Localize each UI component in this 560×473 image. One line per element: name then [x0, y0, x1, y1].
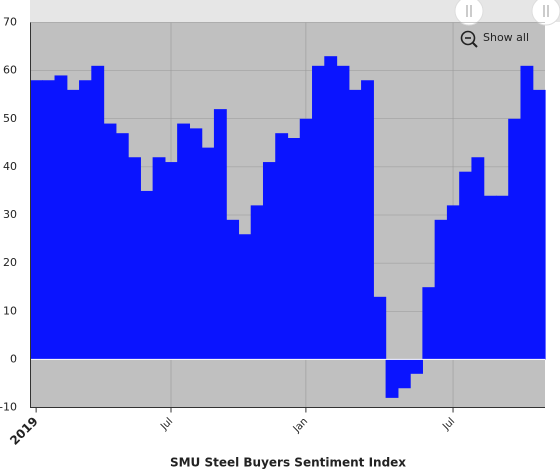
- step: [459, 171, 473, 360]
- step: [42, 80, 56, 360]
- step: [250, 205, 264, 360]
- zoom-bar: [30, 0, 560, 22]
- show-all-button[interactable]: Show all: [460, 30, 530, 48]
- y-tick-label: 30: [3, 208, 17, 221]
- step: [79, 80, 92, 360]
- y-tick-label: 10: [3, 304, 17, 317]
- step: [30, 80, 43, 360]
- y-tick-label: 20: [3, 256, 17, 269]
- step: [483, 195, 497, 360]
- y-tick-label: 50: [3, 112, 17, 125]
- y-tick-label: 40: [3, 160, 17, 173]
- step: [446, 205, 460, 360]
- step: [397, 359, 411, 389]
- step: [373, 296, 387, 360]
- x-tick-label: Jul: [440, 416, 457, 433]
- step: [471, 157, 485, 360]
- y-tick-label: 70: [3, 16, 17, 29]
- y-tick-label: 0: [10, 352, 17, 365]
- step: [238, 234, 252, 360]
- step: [385, 359, 399, 398]
- step: [201, 147, 215, 360]
- step: [213, 109, 227, 360]
- step: [410, 359, 423, 374]
- step: [336, 65, 350, 360]
- zoom-handle[interactable]: [454, 0, 484, 26]
- step: [262, 162, 276, 360]
- y-tick-label: -10: [0, 401, 17, 414]
- x-tick-label: 2019: [7, 414, 41, 448]
- step: [299, 118, 313, 360]
- step: [324, 56, 338, 360]
- step: [361, 80, 374, 360]
- step: [226, 219, 240, 360]
- x-tick-label: Jan: [291, 416, 310, 435]
- x-tick-label: Jul: [158, 416, 175, 433]
- zoom-icon: [460, 30, 476, 46]
- step: [91, 65, 105, 360]
- chart-title: SMU Steel Buyers Sentiment Index: [170, 456, 406, 470]
- step: [103, 123, 117, 360]
- step: [189, 128, 203, 360]
- step: [66, 89, 80, 360]
- step: [532, 89, 546, 360]
- step: [422, 287, 436, 360]
- step: [287, 138, 301, 360]
- show-all-label[interactable]: Show all: [483, 31, 529, 44]
- step: [508, 118, 522, 360]
- step: [164, 162, 178, 360]
- step: [54, 75, 68, 360]
- step: [434, 219, 448, 360]
- step: [520, 65, 534, 360]
- step: [312, 65, 325, 360]
- y-tick-label: 60: [3, 64, 17, 77]
- step: [115, 133, 129, 360]
- step: [275, 133, 289, 360]
- step: [140, 190, 154, 360]
- zoom-icon: [472, 42, 478, 48]
- zoom-handles[interactable]: [454, 0, 560, 26]
- step: [128, 157, 141, 360]
- step: [495, 195, 509, 360]
- zoom-handle[interactable]: [531, 0, 560, 26]
- step: [348, 89, 362, 360]
- step: [152, 157, 166, 360]
- step: [177, 123, 191, 360]
